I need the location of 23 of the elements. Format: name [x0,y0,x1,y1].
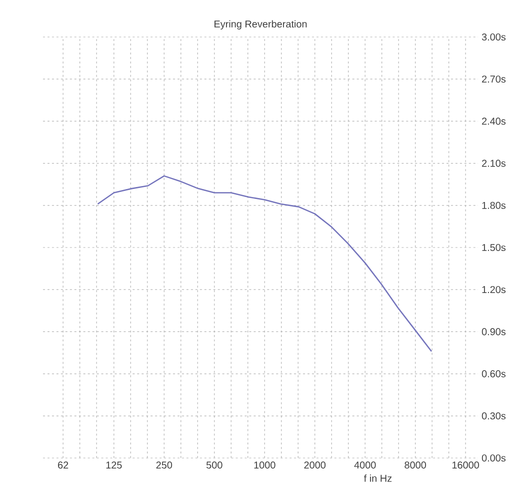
x-tick-label: 2000 [304,462,326,469]
y-tick-label: 2.40s [482,118,506,125]
line-series [97,175,432,352]
y-tick-label: 1.50s [482,244,506,252]
x-tick-label: 250 [156,462,172,469]
y-tick-label: 0.60s [482,370,506,378]
y-tick-label: 0.90s [482,328,506,336]
y-tick-label: 0.00s [482,454,506,462]
x-tick-label: 1000 [254,462,276,469]
y-tick-label: 1.80s [482,202,506,209]
y-tick-label: 2.70s [482,76,506,83]
x-tick-label: 16000 [452,462,480,469]
x-tick-label: 8000 [404,462,426,469]
chart-title: Eyring Reverberation [214,20,307,30]
x-axis-title: f in Hz [364,474,392,482]
y-tick-label: 0.30s [482,412,506,420]
x-tick-label: 4000 [354,462,376,469]
y-tick-label: 3.00s [482,33,506,41]
y-tick-label: 1.20s [482,286,506,294]
x-tick-label: 62 [58,462,68,469]
y-tick-label: 2.10s [482,160,506,167]
x-tick-label: 500 [206,462,222,469]
x-tick-label: 125 [106,462,122,469]
